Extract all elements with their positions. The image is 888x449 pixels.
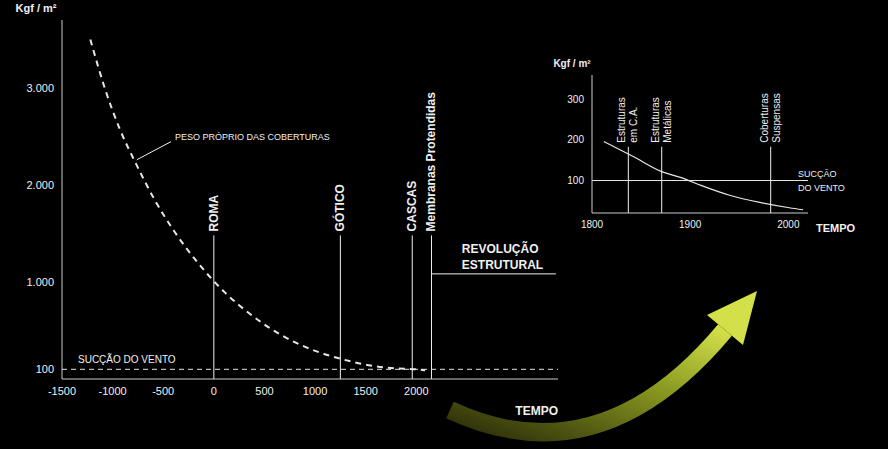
svg-text:1900: 1900 xyxy=(679,219,702,230)
svg-text:Metálicas: Metálicas xyxy=(662,101,673,143)
svg-text:-1000: -1000 xyxy=(99,385,127,397)
svg-text:1000: 1000 xyxy=(303,385,327,397)
svg-text:SUCÇÃO DO VENTO: SUCÇÃO DO VENTO xyxy=(78,353,176,365)
svg-text:3.000: 3.000 xyxy=(26,82,54,94)
svg-text:ESTRUTURAL: ESTRUTURAL xyxy=(462,258,543,272)
svg-text:1500: 1500 xyxy=(353,385,377,397)
svg-text:1.000: 1.000 xyxy=(26,276,54,288)
svg-text:Membranas Protendidas: Membranas Protendidas xyxy=(424,92,438,232)
svg-text:0: 0 xyxy=(211,385,217,397)
svg-text:Estruturas: Estruturas xyxy=(616,97,627,143)
svg-text:REVOLUÇÃO: REVOLUÇÃO xyxy=(462,241,539,256)
svg-text:Estruturas: Estruturas xyxy=(650,97,661,143)
svg-text:em C.A.: em C.A. xyxy=(628,107,639,143)
svg-text:2.000: 2.000 xyxy=(26,179,54,191)
svg-text:TEMPO: TEMPO xyxy=(515,404,558,418)
svg-text:SUCÇÃO: SUCÇÃO xyxy=(798,169,837,179)
svg-text:2000: 2000 xyxy=(777,219,800,230)
svg-text:200: 200 xyxy=(567,134,584,145)
svg-text:Suspensas: Suspensas xyxy=(771,93,782,142)
svg-text:100: 100 xyxy=(567,175,584,186)
svg-text:-1500: -1500 xyxy=(48,385,76,397)
svg-text:Kgf / m²: Kgf / m² xyxy=(553,58,591,69)
svg-text:Kgf / m²: Kgf / m² xyxy=(16,2,57,14)
svg-text:PESO PRÓPRIO DAS COBERTURAS: PESO PRÓPRIO DAS COBERTURAS xyxy=(175,132,330,142)
svg-text:2000: 2000 xyxy=(404,385,428,397)
svg-text:-500: -500 xyxy=(152,385,174,397)
svg-text:ROMA: ROMA xyxy=(207,194,221,231)
svg-text:TEMPO: TEMPO xyxy=(816,222,856,234)
svg-text:500: 500 xyxy=(255,385,273,397)
svg-text:CASCAS: CASCAS xyxy=(405,181,419,232)
svg-text:GÓTICO: GÓTICO xyxy=(332,184,347,231)
svg-text:100: 100 xyxy=(36,363,54,375)
svg-text:300: 300 xyxy=(567,94,584,105)
svg-text:1800: 1800 xyxy=(581,219,604,230)
svg-text:Coberturas: Coberturas xyxy=(759,93,770,142)
svg-text:DO VENTO: DO VENTO xyxy=(798,183,845,193)
